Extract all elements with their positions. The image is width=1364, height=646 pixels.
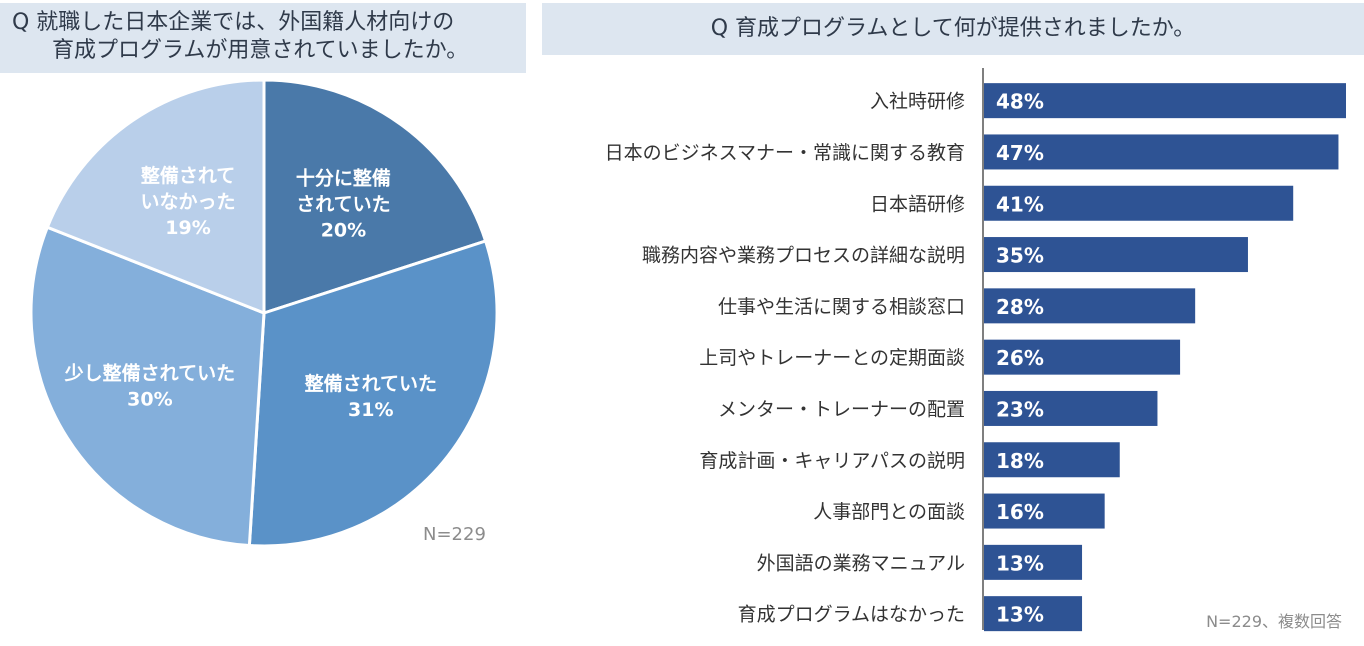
bar-category-label: 日本語研修 — [870, 193, 965, 215]
bar-category-label: 入社時研修 — [870, 91, 965, 113]
pie-question-line2: 育成プログラムが用意されていましたか。 — [52, 38, 469, 63]
pie-question-box: Q 就職した日本企業では、外国籍人材向けの 育成プログラムが用意されていましたか… — [0, 3, 526, 73]
bar — [984, 390, 1158, 426]
pie-slice-label: いなかった — [141, 191, 236, 213]
pie-slice-value: 30% — [127, 388, 172, 410]
bar — [984, 493, 1105, 529]
bar-category-label: 職務内容や業務プロセスの詳細な説明 — [642, 245, 965, 267]
pie-slice-label: 少し整備されていた — [64, 361, 235, 384]
bar — [984, 237, 1248, 273]
bar-value-label: 47% — [996, 141, 1044, 165]
bar-value-label: 48% — [996, 90, 1044, 114]
bar — [984, 596, 1083, 632]
pie-slice-value: 19% — [165, 217, 210, 239]
bar-value-label: 41% — [996, 192, 1044, 216]
bar-value-label: 13% — [996, 551, 1044, 575]
bar-value-label: 13% — [996, 603, 1044, 627]
pie-slice — [29, 225, 266, 548]
bar-category-label: 育成プログラムはなかった — [738, 604, 965, 626]
bar — [984, 83, 1346, 119]
bar-value-label: 35% — [996, 244, 1044, 268]
bar-value-label: 28% — [996, 295, 1044, 319]
bar-category-label: 仕事や生活に関する相談窓口 — [718, 296, 965, 318]
pie-slice-value: 31% — [348, 399, 393, 421]
bar-category-label: 人事部門との面談 — [813, 501, 965, 523]
bar-value-label: 18% — [996, 449, 1044, 473]
bar-category-label: 上司やトレーナーとの定期面談 — [699, 347, 965, 369]
bar-question-box: Q 育成プログラムとして何が提供されましたか。 — [542, 3, 1364, 55]
bar — [984, 339, 1181, 375]
pie-slice-label: 整備されていた — [305, 372, 437, 395]
bar — [984, 544, 1083, 580]
pie-sample-size-note: N=229 — [423, 524, 486, 545]
bar-chart: 入社時研修 48% 日本のビジネスマナー・常識に関する教育 47% 日本語研修 41% 職務… — [605, 68, 1346, 632]
pie-slice — [262, 78, 488, 316]
pie-slice — [45, 78, 266, 316]
pie-slice-label: されていた — [296, 194, 390, 216]
bar — [984, 288, 1196, 324]
bar — [984, 134, 1339, 170]
pie-slice-label: 整備されて — [141, 164, 235, 187]
pie-slice-value: 20% — [321, 220, 366, 242]
bar-value-label: 26% — [996, 346, 1044, 370]
bar-category-label: 育成計画・キャリアパスの説明 — [699, 450, 965, 472]
pie-question-line1: Q 就職した日本企業では、外国籍人材向けの — [12, 10, 455, 35]
bar-question-text: Q 育成プログラムとして何が提供されましたか。 — [710, 16, 1196, 41]
bar — [984, 185, 1294, 221]
pie-slice — [247, 239, 499, 548]
bar-value-label: 23% — [996, 397, 1044, 421]
bar — [984, 442, 1120, 478]
pie-slice-label: 十分に整備 — [296, 167, 391, 190]
bar-value-label: 16% — [996, 500, 1044, 524]
bar-category-label: メンター・トレーナーの配置 — [718, 398, 965, 420]
bar-category-label: 外国語の業務マニュアル — [757, 552, 965, 574]
bar-sample-size-note: N=229、複数回答 — [1206, 612, 1342, 631]
bar-category-label: 日本のビジネスマナー・常識に関する教育 — [605, 142, 965, 164]
